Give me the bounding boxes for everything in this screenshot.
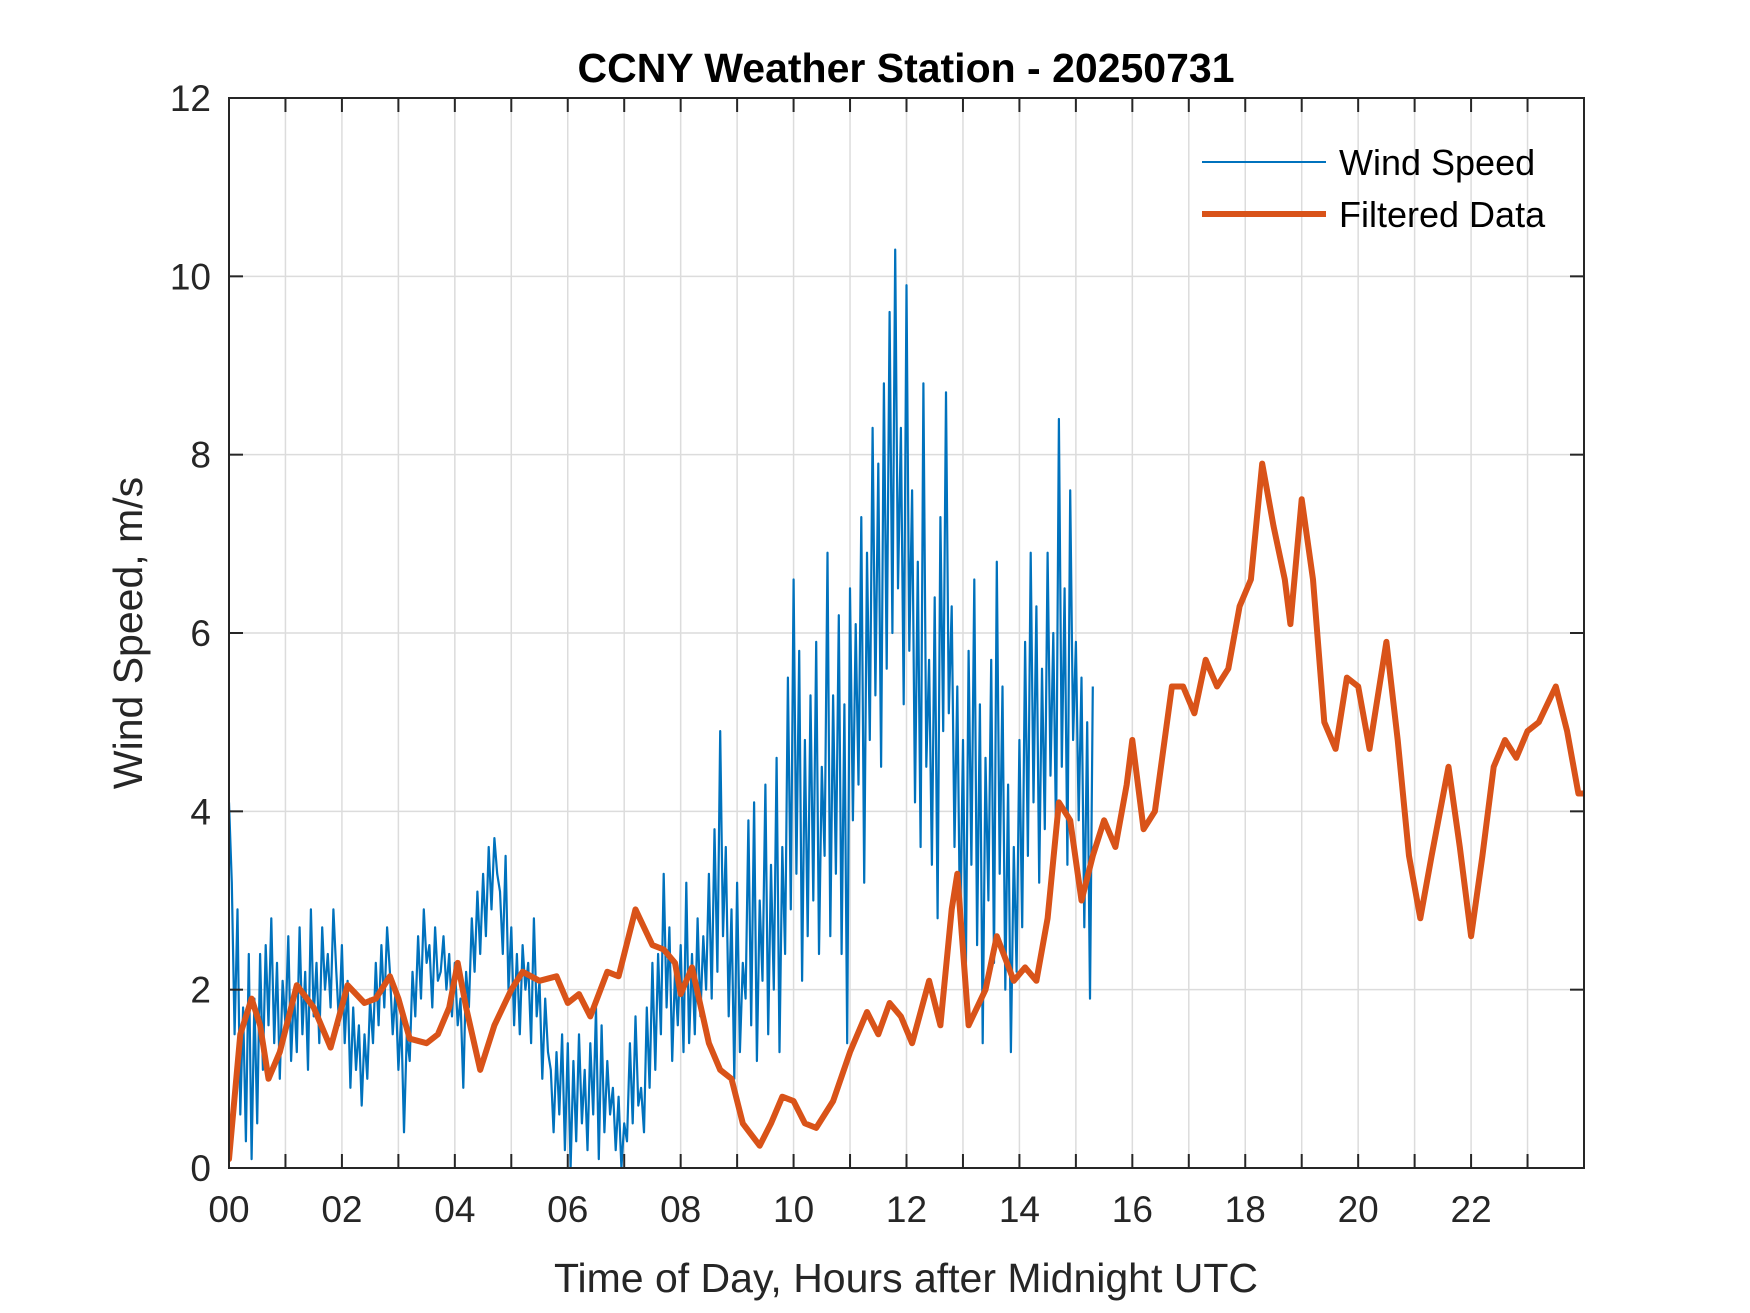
y-tick-labels: 0 2 4 6 8 10 12	[170, 78, 211, 1189]
y-tick-label: 0	[190, 1148, 211, 1189]
legend: Wind Speed Filtered Data	[1202, 142, 1546, 235]
legend-label-filtered-data: Filtered Data	[1339, 194, 1546, 235]
y-tick-label: 4	[190, 791, 211, 832]
x-tick-label: 20	[1338, 1189, 1379, 1230]
x-tick-label: 12	[886, 1189, 927, 1230]
x-tick-label: 16	[1112, 1189, 1153, 1230]
series-line-filtered-data	[229, 460, 1584, 1163]
y-tick-label: 6	[190, 613, 211, 654]
x-tick-label: 14	[999, 1189, 1040, 1230]
x-tick-label: 00	[208, 1189, 249, 1230]
y-tick-label: 10	[170, 256, 211, 297]
series-line-wind-speed	[229, 248, 1094, 1168]
x-tick-label: 08	[660, 1189, 701, 1230]
x-tick-label: 02	[321, 1189, 362, 1230]
y-tick-label: 8	[190, 435, 211, 476]
x-tick-label: 22	[1451, 1189, 1492, 1230]
chart-title: CCNY Weather Station - 20250731	[577, 45, 1234, 91]
y-tick-label: 2	[190, 970, 211, 1011]
y-axis-label: Wind Speed, m/s	[105, 477, 151, 789]
x-tick-label: 06	[547, 1189, 588, 1230]
legend-label-wind-speed: Wind Speed	[1339, 142, 1535, 183]
x-tick-label: 04	[434, 1189, 475, 1230]
x-axis-label: Time of Day, Hours after Midnight UTC	[554, 1255, 1258, 1301]
x-tick-label: 18	[1225, 1189, 1266, 1230]
axis-ticks	[229, 98, 1584, 1168]
x-tick-label: 10	[773, 1189, 814, 1230]
x-tick-labels: 00 02 04 06 08 10 12 14 16 18 20 22	[208, 1189, 1491, 1230]
y-tick-label: 12	[170, 78, 211, 119]
plot-area	[229, 248, 1584, 1168]
